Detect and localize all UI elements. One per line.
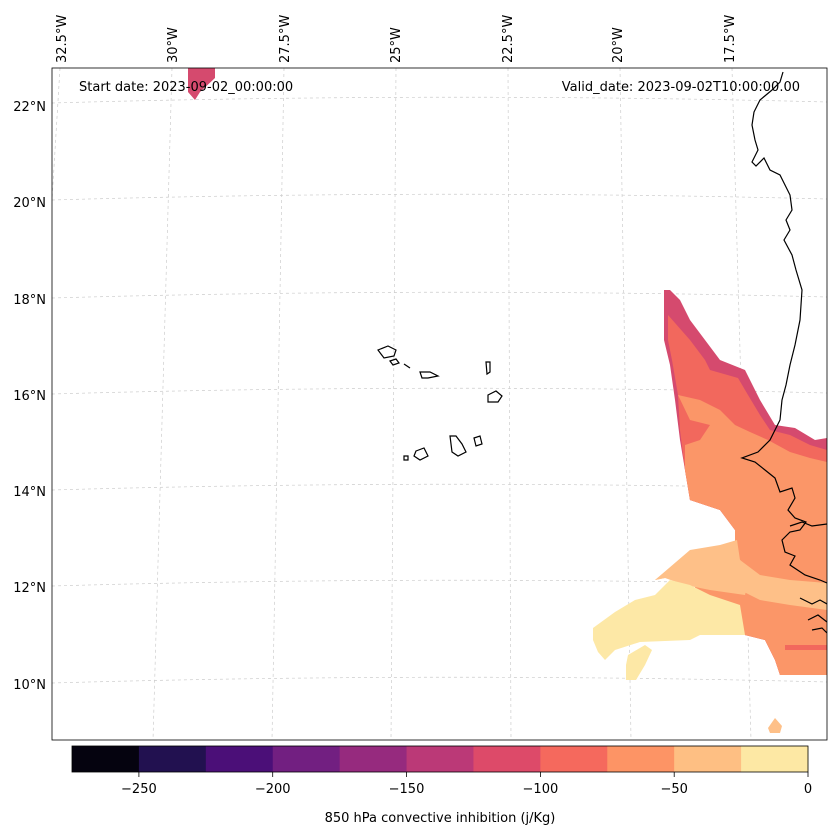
island-sal bbox=[485, 361, 491, 376]
colorbar-cell bbox=[741, 746, 809, 772]
graticule bbox=[52, 68, 827, 740]
lat-label-22n: 22°N bbox=[13, 100, 46, 115]
gambia-river bbox=[789, 521, 827, 527]
cbar-tick-m200: −200 bbox=[255, 782, 291, 797]
colorbar-cell bbox=[272, 746, 341, 772]
valid-date-label: Valid_date: 2023-09-02T10:00:00.00 bbox=[562, 80, 800, 95]
lat-label-12n: 12°N bbox=[13, 581, 46, 596]
colorbar-cell bbox=[674, 746, 742, 772]
colorbar-cell bbox=[72, 746, 140, 772]
colorbar-ticks bbox=[138, 772, 809, 777]
cbar-tick-m100: −100 bbox=[523, 782, 559, 797]
longitude-labels: 32.5°W 30°W 27.5°W 25°W 22.5°W 20°W 17.5… bbox=[55, 15, 738, 63]
bissagos-coast bbox=[799, 597, 827, 634]
lat-label-14n: 14°N bbox=[13, 485, 46, 500]
colorbar-cells bbox=[72, 746, 809, 772]
colorbar-cell bbox=[339, 746, 408, 772]
colorbar-cell bbox=[540, 746, 608, 772]
colorbar: −250 −200 −150 −100 −50 0 850 hPa convec… bbox=[71, 745, 812, 826]
island-santiago bbox=[449, 435, 467, 457]
cbar-tick-m250: −250 bbox=[121, 782, 157, 797]
cbar-tick-m50: −50 bbox=[660, 782, 687, 797]
start-date-label: Start date: 2023-09-02_00:00:00 bbox=[79, 80, 293, 95]
lon-label-20w: 20°W bbox=[611, 27, 626, 63]
island-maio bbox=[473, 435, 483, 447]
colorbar-frame bbox=[71, 745, 809, 773]
colorbar-tick-labels: −250 −200 −150 −100 −50 0 bbox=[121, 782, 812, 797]
island-santo-antao bbox=[377, 345, 397, 359]
lon-label-17-5w: 17.5°W bbox=[723, 15, 738, 63]
cin-blob-north bbox=[188, 68, 215, 100]
cbar-tick-0: 0 bbox=[804, 782, 812, 797]
lat-label-16n: 16°N bbox=[13, 389, 46, 404]
cbar-tick-m150: −150 bbox=[389, 782, 425, 797]
colorbar-cell bbox=[138, 746, 207, 772]
lon-label-32-5w: 32.5°W bbox=[55, 15, 70, 63]
lat-label-18n: 18°N bbox=[13, 293, 46, 308]
africa-coastline bbox=[740, 71, 827, 584]
lon-label-22-5w: 22.5°W bbox=[501, 15, 516, 63]
colorbar-cell bbox=[473, 746, 541, 772]
lon-label-30w: 30°W bbox=[166, 27, 181, 63]
coastlines bbox=[377, 71, 827, 634]
island-boa-vista bbox=[487, 390, 503, 403]
cin-blob-south bbox=[768, 718, 782, 733]
map-frame bbox=[51, 67, 828, 741]
lon-label-27-5w: 27.5°W bbox=[278, 15, 293, 63]
cin-region-level-50b bbox=[655, 548, 750, 595]
colorbar-title: 850 hPa convective inhibition (j/Kg) bbox=[325, 811, 556, 826]
colorbar-cell bbox=[205, 746, 274, 772]
lat-label-10n: 10°N bbox=[13, 678, 46, 693]
latitude-labels: 22°N 20°N 18°N 16°N 14°N 12°N 10°N bbox=[13, 100, 46, 693]
island-santa-luzia bbox=[403, 363, 411, 369]
island-sao-nicolau bbox=[419, 371, 440, 379]
cin-region-level-25 bbox=[593, 580, 745, 660]
cin-coast-strip bbox=[785, 645, 827, 650]
island-brava bbox=[403, 455, 409, 461]
island-sao-vicente bbox=[389, 358, 400, 366]
cin-contours bbox=[188, 68, 827, 733]
island-fogo bbox=[413, 447, 429, 461]
colorbar-cell bbox=[406, 746, 474, 772]
colorbar-cell bbox=[607, 746, 675, 772]
lon-label-25w: 25°W bbox=[389, 27, 404, 63]
cin-region-level-25b bbox=[626, 645, 652, 680]
lat-label-20n: 20°N bbox=[13, 196, 46, 211]
